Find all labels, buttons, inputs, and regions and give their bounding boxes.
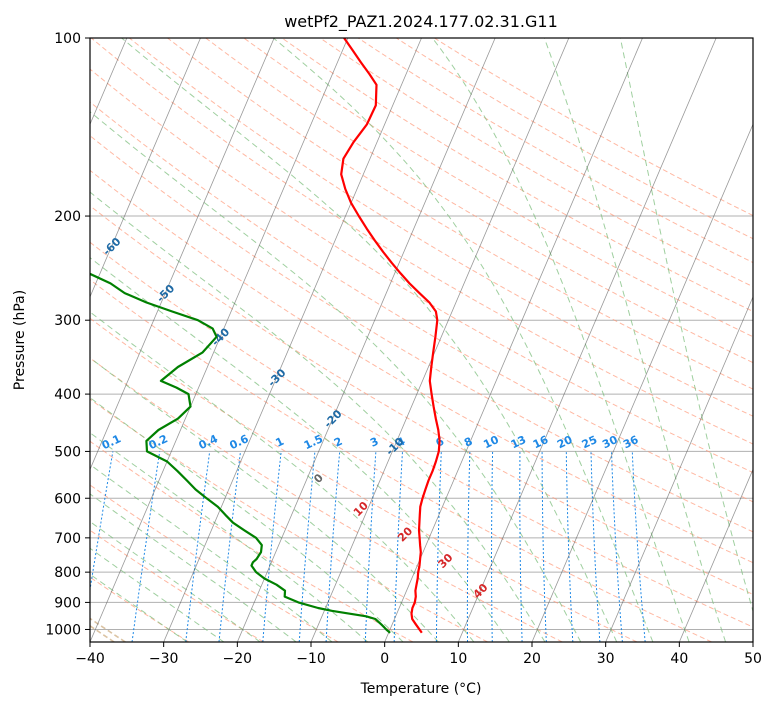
dry-adiabat-line [167, 38, 753, 390]
mixing-ratio-line [218, 451, 241, 642]
sounding-profiles [90, 38, 441, 634]
isotherm-line [678, 468, 753, 642]
dry-adiabat-line [90, 68, 753, 474]
mixing-ratio-label: 25 [580, 433, 599, 451]
moist-adiabat-line [90, 493, 297, 642]
mixing-ratio-line [262, 451, 282, 642]
moist-adiabat-line [543, 38, 727, 642]
y-tick-label: 100 [54, 31, 81, 47]
mixing-ratio-line [90, 451, 114, 593]
dry-adiabat-line [205, 38, 753, 364]
dry-adiabat-line [90, 101, 753, 503]
moist-adiabat-line [90, 357, 439, 642]
y-tick-label: 400 [54, 387, 81, 403]
dry-adiabat-line [90, 241, 753, 628]
x-axis-title: Temperature (°C) [360, 681, 482, 697]
dry-adiabat-line [90, 529, 264, 642]
x-tick-label: −30 [149, 651, 179, 667]
x-tick-label: −40 [75, 651, 105, 667]
x-axis-ticks: −40 −30 −20 −10 0 10 20 30 40 50 [75, 642, 762, 667]
isotherm-line [384, 38, 643, 642]
dry-adiabat-line [281, 38, 753, 313]
moist-adiabat-line [619, 38, 753, 613]
dry-adiabat-line [90, 279, 712, 642]
dry-adiabat-line [243, 38, 753, 338]
x-tick-label: 40 [670, 651, 688, 667]
y-tick-label: 200 [54, 209, 81, 225]
x-tick-label: 50 [744, 651, 762, 667]
isotherm-line [457, 38, 717, 642]
mixing-ratio-label: 30 [600, 433, 620, 451]
isotherm-line [531, 123, 753, 642]
isotherm-line [90, 38, 201, 298]
isotherm-line [605, 295, 753, 642]
moist-adiabat-line [90, 521, 261, 642]
x-tick-label: 0 [380, 651, 389, 667]
y-tick-label: 900 [54, 595, 81, 611]
dry-adiabat-line [90, 317, 638, 642]
moist-adiabat-line [90, 311, 475, 642]
x-tick-label: 20 [523, 651, 541, 667]
isotherm-line [90, 38, 275, 471]
y-tick-label: 1000 [45, 622, 81, 638]
isotherm-line [163, 38, 422, 642]
y-tick-label: 500 [54, 444, 81, 460]
moist-adiabat-line [90, 257, 510, 642]
y-tick-label: 300 [54, 313, 81, 329]
isotherm-line [310, 38, 570, 642]
dry-adiabat-line [90, 357, 563, 642]
dry-adiabat-line [90, 135, 753, 533]
dry-adiabat-line [90, 484, 339, 642]
plot-frame [89, 37, 754, 643]
moist-adiabat-line [90, 432, 369, 642]
skewed-isotherms [90, 38, 753, 642]
plot-area: 0.10.20.40.611.52346810131620253036-100-… [90, 38, 753, 642]
isotherm-line [90, 38, 349, 642]
mixing-ratio-line [185, 451, 211, 642]
moist-adiabat-line [121, 38, 618, 642]
moist-adiabat-line [273, 38, 654, 642]
moist-adiabat-line [90, 397, 404, 642]
mixing-ratio-label: 16 [531, 433, 551, 451]
chart-title: wetPf2_PAZ1.2024.177.02.31.G11 [284, 12, 558, 32]
x-tick-label: −20 [223, 651, 253, 667]
mixing-ratio-label: 13 [509, 433, 528, 451]
moist-adiabats [90, 38, 753, 642]
moist-adiabat-line [90, 547, 225, 642]
moist-adiabat-line [90, 573, 188, 642]
x-tick-label: 30 [597, 651, 615, 667]
x-tick-label: −10 [296, 651, 326, 667]
y-axis-ticks: 1000 900 800 700 600 500 400 300 200 100 [45, 31, 90, 638]
dry-adiabat-line [90, 205, 753, 595]
y-axis-title: Pressure (hPa) [12, 290, 28, 390]
temperature-profile-line [340, 38, 441, 634]
x-tick-label: 10 [449, 651, 467, 667]
mixing-ratio-label: 10 [481, 433, 501, 451]
moist-adiabat-line [90, 463, 333, 642]
mixing-ratio-label: 20 [555, 433, 575, 451]
y-tick-label: 800 [54, 565, 81, 581]
moist-adiabat-line [432, 38, 690, 642]
dry-adiabat-line [90, 398, 488, 642]
isotherm-line [236, 38, 496, 642]
dewpoint-profile-line [90, 272, 391, 634]
mixing-ratio-label: 36 [621, 433, 641, 451]
y-tick-label: 600 [54, 491, 81, 507]
y-tick-label: 700 [54, 531, 81, 547]
